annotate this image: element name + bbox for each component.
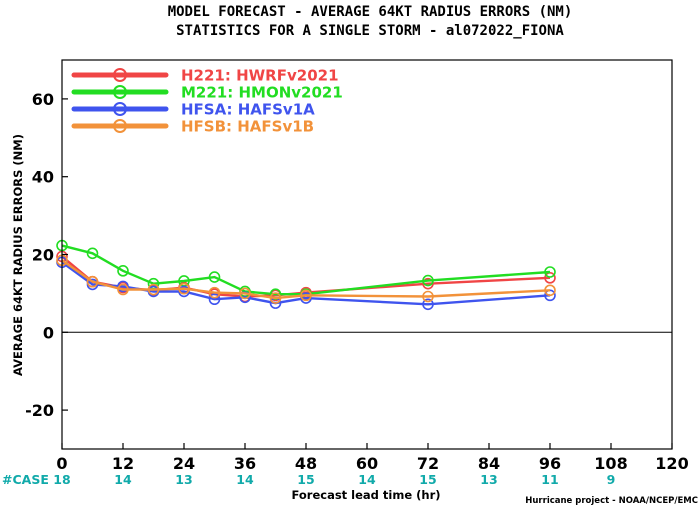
- series-line: [61, 261, 551, 306]
- data-point: [86, 247, 99, 260]
- y-tick-label: -20: [25, 401, 54, 420]
- x-tick-label: 48: [295, 454, 317, 473]
- legend-swatch-marker: [113, 119, 127, 133]
- data-point: [147, 283, 160, 296]
- x-tick-label: 24: [173, 454, 195, 473]
- legend-swatch-marker: [113, 68, 127, 82]
- credit-text: Hurricane project - NOAA/NCEP/EMC: [525, 496, 698, 506]
- series-line: [61, 244, 551, 296]
- data-point: [422, 290, 434, 303]
- case-count: 9: [607, 472, 616, 487]
- case-count: 14: [114, 472, 132, 487]
- data-point: [117, 265, 129, 277]
- case-count: 11: [541, 472, 558, 487]
- data-point: [208, 271, 221, 283]
- x-tick-label: 96: [539, 454, 561, 473]
- data-point: [300, 289, 312, 302]
- y-tick-label: 0: [43, 323, 54, 342]
- case-count: 15: [419, 472, 436, 487]
- series-4: [56, 254, 556, 304]
- case-count: 13: [175, 472, 192, 487]
- data-point: [117, 280, 129, 293]
- x-tick-label: 36: [234, 454, 256, 473]
- data-point: [86, 275, 99, 288]
- x-tick-label: 60: [356, 454, 378, 473]
- y-tick-label: 20: [32, 246, 54, 265]
- data-point: [269, 292, 282, 304]
- legend-label: M221: HMONv2021: [181, 84, 343, 102]
- legend-label: HFSA: HAFSv1A: [181, 101, 315, 119]
- y-axis-label: AVERAGE 64KT RADIUS ERRORS (NM): [11, 134, 25, 376]
- data-point: [178, 282, 190, 295]
- series-3: [56, 256, 556, 311]
- data-point: [239, 287, 251, 300]
- y-tick-label: 40: [32, 168, 54, 187]
- data-point: [208, 286, 221, 299]
- x-tick-label: 12: [112, 454, 134, 473]
- x-tick-label: 84: [478, 454, 500, 473]
- legend-swatch-marker: [113, 85, 127, 99]
- case-count: 14: [358, 472, 376, 487]
- legend-label: HFSB: HAFSv1B: [181, 118, 314, 136]
- chart-subtitle: STATISTICS FOR A SINGLE STORM - al072022…: [176, 23, 564, 39]
- data-point: [422, 277, 434, 290]
- data-point: [117, 283, 129, 296]
- case-count: 13: [480, 472, 497, 487]
- y-tick-label: 60: [32, 90, 54, 109]
- data-point: [544, 266, 556, 278]
- x-tick-label: 108: [594, 454, 627, 473]
- data-point: [544, 284, 556, 297]
- case-count-label: #CASE: [2, 472, 49, 487]
- legend-label: H221: HWRFv2021: [181, 67, 339, 85]
- legend-swatch-marker: [113, 102, 127, 116]
- case-count: 15: [297, 472, 314, 487]
- plot-frame: [61, 59, 673, 450]
- x-tick-label: 72: [417, 454, 439, 473]
- x-tick-label: 120: [655, 454, 688, 473]
- x-tick-label: 0: [56, 454, 67, 473]
- case-count: 18: [53, 472, 70, 487]
- data-point: [422, 298, 434, 311]
- series-line: [61, 259, 551, 300]
- chart-title: MODEL FORECAST - AVERAGE 64KT RADIUS ERR…: [168, 4, 573, 20]
- data-point: [208, 293, 221, 306]
- x-axis-label: Forecast lead time (hr): [291, 488, 440, 502]
- case-count: 14: [236, 472, 254, 487]
- data-point: [422, 274, 434, 287]
